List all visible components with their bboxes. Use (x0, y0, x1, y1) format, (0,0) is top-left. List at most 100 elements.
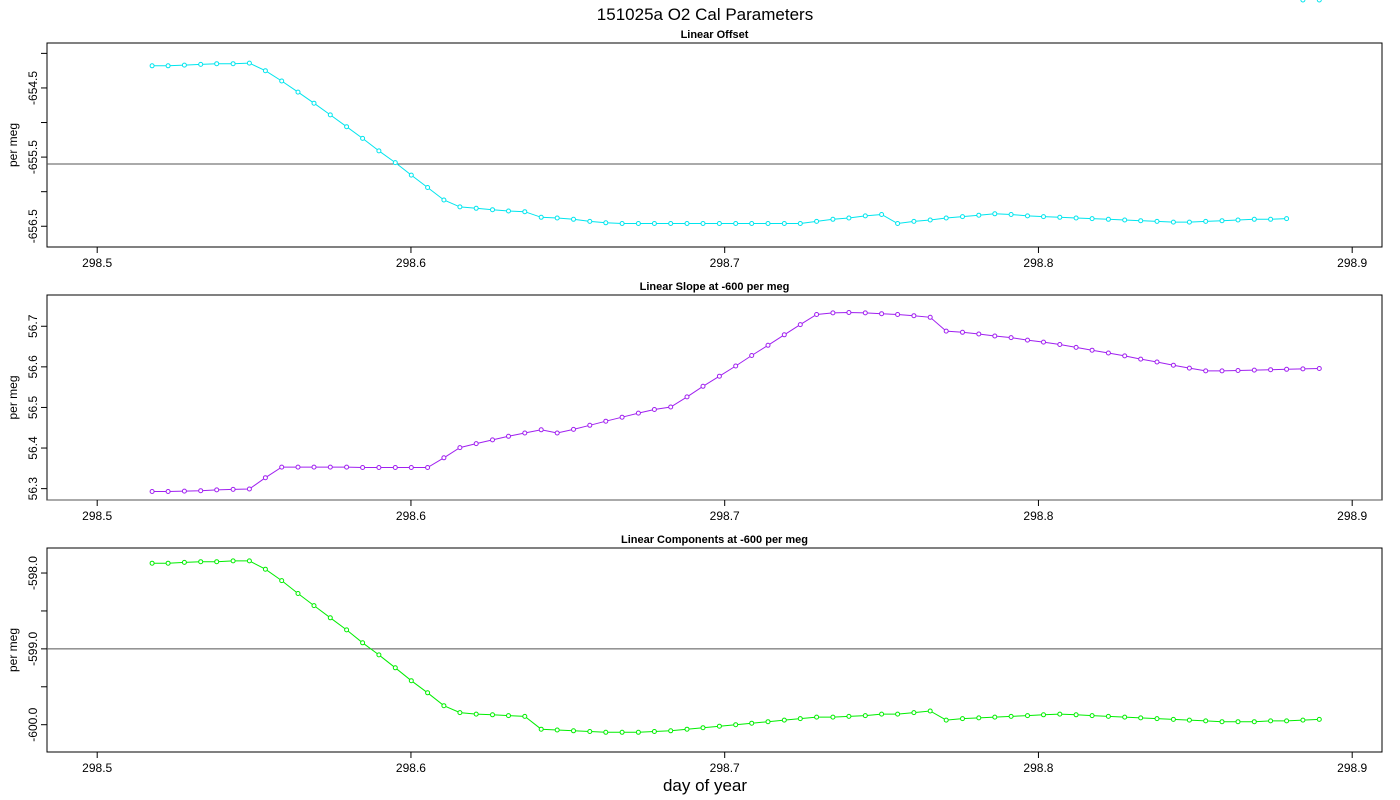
data-point (344, 124, 350, 130)
plot-frame (46, 547, 1383, 753)
data-point (1008, 212, 1014, 217)
series-line (152, 311, 1320, 492)
data-point (1122, 353, 1128, 359)
data-point (976, 331, 982, 337)
x-tick-label: 298.6 (396, 256, 426, 270)
data-point (214, 61, 220, 67)
data-point (1186, 219, 1192, 225)
data-point (279, 464, 285, 470)
data-point (165, 489, 171, 494)
data-point (684, 726, 690, 732)
data-point (1154, 218, 1160, 224)
data-point (344, 627, 350, 633)
data-point (1219, 368, 1225, 374)
panel-title: Linear Offset (681, 29, 749, 41)
data-point (457, 204, 463, 210)
data-point (651, 407, 657, 412)
data-point (538, 214, 544, 220)
data-point (1170, 362, 1176, 368)
data-point (1041, 214, 1046, 220)
data-point (1203, 368, 1209, 374)
data-point (1284, 366, 1290, 372)
data-point (749, 353, 755, 358)
data-point (554, 430, 560, 436)
data-point (246, 60, 252, 66)
data-point (1268, 216, 1274, 222)
data-point (733, 722, 739, 728)
data-point (1122, 714, 1128, 720)
data-point (506, 208, 511, 214)
data-point (522, 713, 528, 719)
data-point (1316, 366, 1322, 371)
data-point (490, 712, 495, 718)
data-point (1154, 716, 1160, 722)
data-point (149, 560, 155, 566)
data-point (1089, 216, 1095, 222)
series-line (152, 560, 1320, 733)
x-tick-label: 298.8 (1023, 509, 1053, 523)
data-point (571, 216, 576, 222)
x-tick-label: 298.9 (1337, 256, 1367, 270)
data-point (895, 711, 901, 717)
data-point (425, 690, 431, 696)
data-point (911, 313, 917, 319)
data-point (392, 160, 398, 166)
data-point (360, 465, 366, 470)
data-point (749, 720, 755, 726)
y-tick-label: -656.5 (26, 209, 40, 243)
y-tick-label: -600.0 (26, 707, 40, 741)
data-point (230, 61, 236, 67)
data-point (457, 445, 463, 451)
data-point (1154, 359, 1160, 365)
data-point (522, 209, 528, 215)
data-point (700, 725, 706, 731)
data-point (1025, 713, 1030, 719)
data-point (571, 426, 576, 432)
data-point (749, 221, 755, 226)
data-point (425, 185, 431, 190)
data-point (506, 713, 511, 719)
panel-title: Linear Components at -600 per meg (621, 534, 808, 546)
data-point (246, 558, 252, 564)
data-point (635, 221, 641, 226)
data-point (765, 221, 771, 226)
plot-frame (46, 42, 1383, 248)
data-point (376, 465, 382, 470)
data-point (295, 464, 301, 470)
data-point (635, 729, 641, 735)
data-point (1057, 214, 1063, 220)
data-point (327, 112, 333, 118)
data-point (587, 729, 593, 734)
data-point (668, 728, 674, 734)
data-point (262, 475, 268, 481)
data-point (441, 703, 447, 709)
data-point (1219, 218, 1225, 224)
data-point (522, 430, 528, 436)
data-point (846, 215, 852, 221)
data-point (1057, 342, 1063, 347)
data-point (1008, 335, 1014, 341)
data-point (830, 714, 836, 720)
data-point (279, 578, 285, 584)
panel-1: Linear Offset per meg 298.5 298.6 298.7 298.8… (6, 0, 1383, 270)
data-point (360, 135, 366, 141)
data-point (554, 727, 560, 733)
data-point (441, 455, 447, 461)
y-tick-label: -598.0 (26, 556, 40, 590)
data-point (1105, 713, 1111, 719)
data-point (684, 394, 690, 400)
data-point (262, 566, 268, 572)
x-tick-label: 298.5 (82, 509, 112, 523)
data-point (295, 89, 301, 95)
data-point (976, 212, 982, 218)
data-point (1057, 711, 1063, 717)
data-point (1105, 350, 1111, 356)
data-point (1235, 368, 1241, 373)
data-point (1235, 719, 1241, 725)
data-point (716, 723, 722, 729)
data-point (976, 715, 982, 721)
data-point (1186, 365, 1192, 371)
data-point (992, 211, 998, 217)
data-point (619, 729, 625, 735)
data-point (862, 213, 868, 219)
